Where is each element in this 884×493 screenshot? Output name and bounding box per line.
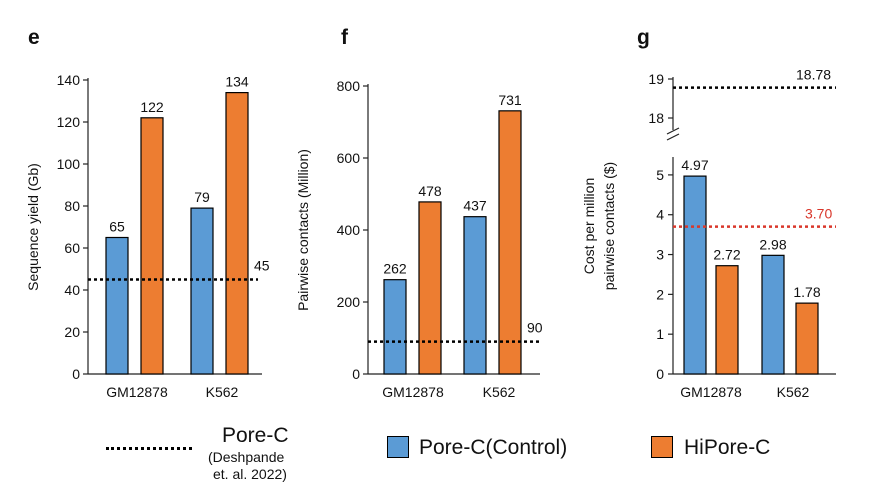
data-label-e-control-GM12878: 65 — [109, 219, 125, 235]
y-tick-label-f-200: 200 — [337, 294, 361, 310]
y-tick-label-f-0: 0 — [352, 366, 360, 382]
bar-f-hipore-GM12878 — [418, 201, 442, 375]
y-tick-label-g-2: 2 — [656, 286, 664, 302]
panel-label-f: f — [341, 26, 349, 49]
bar-e-control-GM12878 — [105, 236, 129, 375]
y-tick-label-e-140: 140 — [57, 72, 81, 88]
data-label-f-control-GM12878: 262 — [383, 261, 407, 277]
y-tick-label-e-120: 120 — [57, 114, 81, 130]
legend-reference-note-1: (Deshpande — [208, 449, 285, 465]
data-label-g-hipore-GM12878: 2.72 — [713, 247, 740, 263]
legend-reference-line — [106, 447, 192, 450]
axis-break-mark-2 — [666, 133, 680, 141]
y-tick-label-e-80: 80 — [64, 198, 80, 214]
data-label-g-control-K562: 2.98 — [759, 236, 786, 252]
bar-g-hipore-GM12878 — [715, 265, 739, 375]
y-axis-label-f: Pairwise contacts (Million) — [295, 149, 311, 311]
axis-break-mark-1 — [666, 127, 680, 135]
legend-swatch-hipore — [651, 436, 673, 458]
panel-label-g: g — [637, 26, 650, 49]
y-axis-label-g-line1: Cost per million — [581, 178, 597, 274]
reference-label-g-pore-c: 18.78 — [796, 67, 831, 83]
y-tick-label-e-40: 40 — [64, 282, 80, 298]
y-tick-label-e-60: 60 — [64, 240, 80, 256]
category-label-e-GM12878: GM12878 — [106, 384, 168, 400]
category-label-f-K562: K562 — [483, 384, 516, 400]
reference-label-e: 45 — [254, 258, 270, 274]
y-tick-label-g-3: 3 — [656, 247, 664, 263]
y-tick-label-g-18: 18 — [648, 110, 664, 126]
data-label-e-hipore-K562: 134 — [225, 74, 249, 90]
y-tick-label-g-0: 0 — [656, 366, 664, 382]
bar-e-hipore-K562 — [225, 91, 249, 375]
legend-swatch-control — [387, 436, 409, 458]
legend-reference-label: Pore-C — [222, 424, 289, 447]
data-label-g-control-GM12878: 4.97 — [681, 157, 708, 173]
reference-label-f: 90 — [527, 320, 543, 336]
legend-reference-note-2: et. al. 2022) — [213, 466, 287, 482]
bar-g-control-K562 — [761, 254, 785, 375]
y-tick-label-f-800: 800 — [337, 78, 361, 94]
y-tick-label-g-4: 4 — [656, 207, 664, 223]
y-tick-label-g-5: 5 — [656, 167, 664, 183]
bar-f-control-GM12878 — [383, 279, 407, 375]
data-label-f-hipore-GM12878: 478 — [418, 183, 442, 199]
legend-label-control: Pore-C(Control) — [419, 436, 568, 459]
data-label-f-control-K562: 437 — [463, 198, 487, 214]
bar-g-hipore-K562 — [795, 302, 819, 375]
y-tick-label-e-100: 100 — [57, 156, 81, 172]
bar-g-control-GM12878 — [683, 175, 707, 375]
legend-label-hipore: HiPore-C — [684, 436, 771, 459]
panel-label-e: e — [28, 26, 40, 49]
bar-f-control-K562 — [463, 216, 487, 375]
category-label-g-K562: K562 — [777, 384, 810, 400]
data-label-e-hipore-GM12878: 122 — [140, 99, 164, 115]
category-label-e-K562: K562 — [206, 384, 239, 400]
bar-f-hipore-K562 — [498, 110, 522, 375]
bar-e-hipore-GM12878 — [140, 117, 164, 375]
data-label-g-hipore-K562: 1.78 — [793, 284, 820, 300]
data-label-f-hipore-K562: 731 — [498, 92, 522, 108]
y-axis-label-e: Sequence yield (Gb) — [25, 163, 41, 291]
y-tick-label-g-19: 19 — [648, 71, 664, 87]
y-tick-label-e-0: 0 — [72, 366, 80, 382]
y-axis-label-g-line2: pairwise contacts ($) — [601, 162, 617, 290]
data-label-e-control-K562: 79 — [194, 189, 210, 205]
y-tick-label-e-20: 20 — [64, 324, 80, 340]
bar-e-control-K562 — [190, 207, 214, 375]
y-tick-label-f-600: 600 — [337, 150, 361, 166]
reference-label-g-hipore: 3.70 — [805, 206, 832, 222]
category-label-f-GM12878: GM12878 — [382, 384, 444, 400]
category-label-g-GM12878: GM12878 — [680, 384, 742, 400]
y-tick-label-f-400: 400 — [337, 222, 361, 238]
y-tick-label-g-1: 1 — [656, 326, 664, 342]
